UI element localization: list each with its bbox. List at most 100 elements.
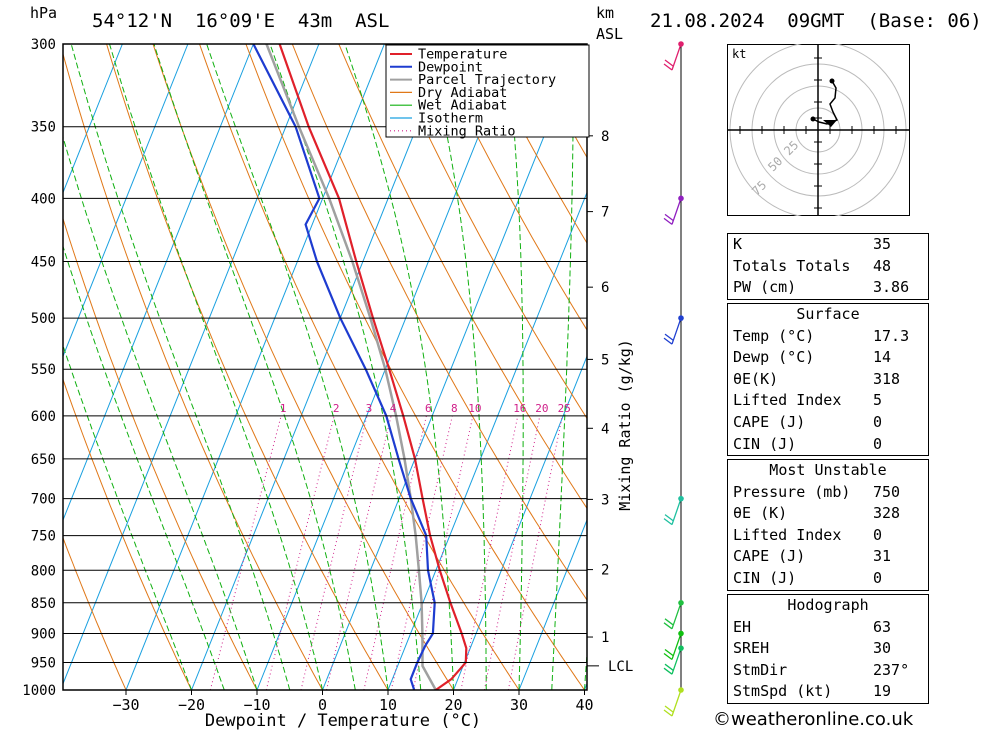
dewpoint-line <box>252 44 436 690</box>
mixing-ratio-label: 20 <box>535 402 548 415</box>
credit-link[interactable]: ©weatheronline.co.uk <box>713 709 914 730</box>
mixing-ratio-line <box>300 415 368 690</box>
mixing-ratio-axis-title: Mixing Ratio (g/kg) <box>616 339 634 511</box>
storm-motion-arrow <box>823 120 837 127</box>
legend-label: Dry Adiabat <box>418 85 507 101</box>
index-row-k: K 35 <box>733 235 892 253</box>
wet-adiabat-line <box>153 44 356 690</box>
km-tick-label: 8 <box>601 129 609 145</box>
wet-adiabat-line <box>63 344 192 690</box>
km-tick-label: 4 <box>601 421 609 437</box>
mixing-ratio-label: 1 <box>280 402 287 415</box>
wet-adiabat-line <box>426 44 487 690</box>
hodograph-top-dot <box>829 78 835 84</box>
km-tick-label: 1 <box>601 630 609 646</box>
mixing-ratio-label: 25 <box>558 402 571 415</box>
isotherm-line <box>63 44 123 194</box>
hodograph: kt 25 50 75 <box>727 44 910 216</box>
legend-label: Isotherm <box>418 111 483 127</box>
index-row-totals: Totals Totals 48 <box>733 256 892 275</box>
mixing-ratio-label: 3 <box>366 402 373 415</box>
pressure-tick-label: 300 <box>31 37 56 53</box>
mixing-ratio-label: 2 <box>333 402 340 415</box>
pressure-tick-label: 800 <box>31 563 56 579</box>
mixing-ratio-label: 16 <box>513 402 526 415</box>
asl-unit-label: ASL <box>596 25 624 43</box>
legend-label: Mixing Ratio <box>418 123 516 139</box>
mixing-ratio-label: 8 <box>451 402 458 415</box>
temperature-tick-label: 20 <box>444 696 462 714</box>
hodograph-stats-table: Hodograph EH 63 SREH 30 StmDir 237° StmSpd … <box>727 594 929 704</box>
wet-adiabat-line <box>269 44 422 690</box>
temperature-line <box>278 44 468 690</box>
pressure-tick-label: 650 <box>31 452 56 468</box>
mixing-ratio-label: 6 <box>425 402 432 415</box>
isotherm-line <box>63 44 254 522</box>
mixing-ratio-label: 4 <box>390 402 397 415</box>
temperature-tick-label: −30 <box>112 696 139 714</box>
legend-label: Wet Adiabat <box>418 98 507 114</box>
mixing-ratio-line <box>209 415 282 690</box>
mu-row-thetae: θE (K) 328 <box>733 504 901 523</box>
pressure-tick-label: 400 <box>31 191 56 207</box>
dry-adiabat-line <box>989 44 1000 690</box>
legend-label: Temperature <box>418 47 507 63</box>
legend-box <box>385 44 590 138</box>
index-row-pw: PW (cm) 3.86 <box>733 278 910 297</box>
hodo-row-sreh: SREH 30 <box>733 639 892 658</box>
hodograph-surface-dot <box>810 116 816 122</box>
dry-adiabat-line <box>431 44 587 331</box>
dry-adiabat-line <box>943 44 1000 690</box>
surface-row-cape: CAPE (J) 0 <box>733 412 883 431</box>
pressure-tick-label: 450 <box>31 255 56 271</box>
mu-row-cin: CIN (J) 0 <box>733 568 883 587</box>
km-unit-label: km <box>596 4 615 22</box>
dry-adiabat-line <box>245 44 585 690</box>
pressure-tick-label: 550 <box>31 362 56 378</box>
pressure-tick-label: 500 <box>31 311 56 327</box>
isotherm-line <box>63 44 189 358</box>
temperature-tick-label: −20 <box>178 696 205 714</box>
mixing-ratio-label: 10 <box>468 402 481 415</box>
lcl-label: LCL <box>608 659 633 675</box>
wet-adiabat-line <box>70 44 291 690</box>
isotherm-line <box>191 44 451 690</box>
surface-row-cin: CIN (J) 0 <box>733 434 883 453</box>
hodograph-stats-title: Hodograph <box>787 596 869 614</box>
isotherm-line <box>453 354 587 690</box>
dry-adiabat-line <box>63 377 192 690</box>
legend-label: Parcel Trajectory <box>418 72 556 88</box>
legend-label: Dewpoint <box>418 59 483 75</box>
dry-adiabat-line <box>384 44 587 420</box>
station-location: 54°12'N 16°09'E 43m ASL <box>92 10 390 32</box>
km-tick-label: 2 <box>601 563 609 579</box>
wet-adiabat-line <box>109 44 323 690</box>
sounding-datetime: 21.08.2024 09GMT (Base: 06) <box>650 10 982 32</box>
pressure-tick-label: 700 <box>31 492 56 508</box>
mixing-ratio-line <box>265 415 335 690</box>
pressure-tick-label: 850 <box>31 596 56 612</box>
parcel-trajectory-line <box>265 44 437 690</box>
mu-row-pressure: Pressure (mb) 750 <box>733 482 901 501</box>
km-tick-label: 5 <box>601 352 609 368</box>
temperature-tick-label: 10 <box>379 696 397 714</box>
isotherm-line <box>256 44 516 690</box>
km-tick-label: 7 <box>601 205 609 221</box>
wind-barb <box>663 689 682 717</box>
pressure-tick-label: 750 <box>31 529 56 545</box>
dry-adiabat-line <box>199 44 520 690</box>
temperature-tick-label: 40 <box>575 696 593 714</box>
surface-row-dewp: Dewp (°C) 14 <box>733 348 892 367</box>
most-unstable-table: Most Unstable Pressure (mb) 750 θE (K) 328… <box>727 459 929 591</box>
km-tick-label: 6 <box>601 280 609 296</box>
pressure-tick-label: 350 <box>31 120 56 136</box>
wind-barb <box>663 633 682 660</box>
isotherm-line <box>322 44 582 690</box>
wind-barb <box>663 602 682 630</box>
temperature-tick-label: −10 <box>243 696 270 714</box>
isotherm-line <box>125 44 385 690</box>
wind-barb <box>663 43 682 71</box>
pressure-tick-label: 900 <box>31 626 56 642</box>
